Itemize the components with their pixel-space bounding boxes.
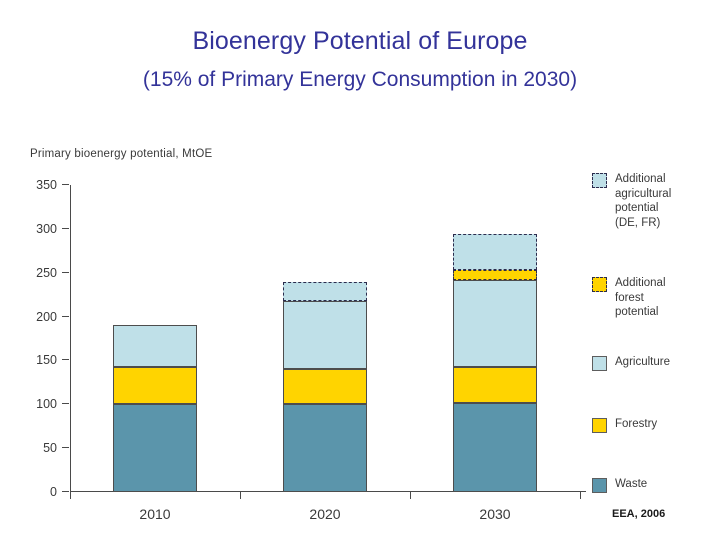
y-tick <box>62 227 69 229</box>
legend-label: Waste <box>615 478 648 490</box>
y-tick <box>62 491 69 492</box>
legend-label: Forestry <box>615 418 658 430</box>
legend-item-forestry: Forestry <box>592 417 657 433</box>
bar-segment-waste <box>283 404 367 492</box>
y-tick-label: 150 <box>36 353 57 368</box>
legend-item-waste: Waste <box>592 477 647 493</box>
x-axis-category-label: 2010 <box>139 506 171 522</box>
legend-swatch-icon <box>592 478 607 493</box>
source-citation: EEA, 2006 <box>612 508 666 520</box>
y-axis-title: Primary bioenergy potential, MtOE <box>30 148 213 160</box>
legend-label: Additional agricultural potential (DE, FR) <box>615 173 672 229</box>
x-axis-category-label: 2030 <box>479 506 511 522</box>
bar-segment-forestry <box>283 369 367 405</box>
bioenergy-stacked-bar-chart: Primary bioenergy potential, MtOE 0 50 100… <box>0 140 720 522</box>
x-tick <box>580 492 581 499</box>
page-subtitle: (15% of Primary Energy Consumption in 20… <box>142 67 578 91</box>
bar-segment-forestry <box>113 367 197 405</box>
bar-segment-agriculture <box>453 279 537 368</box>
title-block: Bioenergy Potential of Europe (15% of Pr… <box>0 27 720 91</box>
x-tick <box>240 492 241 499</box>
y-tick <box>62 271 69 273</box>
bar-segment-forestry <box>453 367 537 403</box>
page-title: Bioenergy Potential of Europe <box>192 27 528 55</box>
y-tick <box>62 184 69 185</box>
legend-swatch-icon <box>592 277 607 292</box>
y-tick-label: 300 <box>36 221 57 236</box>
y-tick-label: 0 <box>50 485 57 499</box>
legend-item-additional-forest-potential: Additional forest potential <box>592 276 666 320</box>
legend-swatch-icon <box>592 173 607 188</box>
x-tick <box>70 492 71 499</box>
legend-label: Agriculture <box>615 356 670 368</box>
x-axis-category-label: 2020 <box>309 506 341 522</box>
y-axis-line <box>70 185 71 492</box>
bar-group-2010 <box>113 185 197 492</box>
y-tick <box>62 359 69 361</box>
legend-swatch-icon <box>592 356 607 371</box>
bar-group-2030 <box>453 185 537 492</box>
bar-segment-additional-forest-potential <box>453 270 537 280</box>
bar-segment-agriculture <box>283 300 367 370</box>
bar-segment-waste <box>113 404 197 492</box>
legend-item-agriculture: Agriculture <box>592 355 670 371</box>
y-tick <box>62 403 69 405</box>
footer-bar <box>0 532 720 540</box>
legend-item-additional-agricultural-potential-de-fr: Additional agricultural potential (DE, FR) <box>592 172 671 230</box>
legend-label: Additional forest potential <box>615 277 666 318</box>
bar-segment-waste <box>453 402 537 492</box>
plot-area: 0 50 100 150 200 250 300 350 2010 2020 2030 <box>36 178 586 522</box>
bar-segment-additional-agricultural-potential-de-fr <box>283 282 367 301</box>
y-tick-label: 100 <box>36 397 57 412</box>
bar-segment-additional-agricultural-potential-de-fr <box>453 234 537 271</box>
y-tick-label: 200 <box>36 309 57 324</box>
bar-segment-agriculture <box>113 325 197 368</box>
y-tick <box>62 315 69 317</box>
y-tick-label: 350 <box>36 178 57 192</box>
x-tick <box>410 492 411 499</box>
legend-swatch-icon <box>592 418 607 433</box>
y-tick <box>62 447 69 449</box>
bar-group-2020 <box>283 185 367 492</box>
y-tick-label: 50 <box>43 441 57 456</box>
y-tick-label: 250 <box>36 265 57 280</box>
